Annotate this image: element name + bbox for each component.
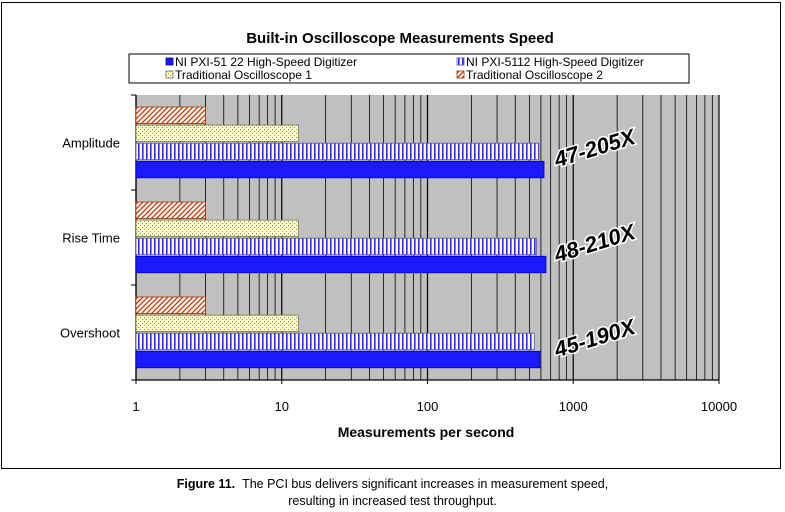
y-tick-label: Overshoot xyxy=(60,326,120,341)
legend-swatch xyxy=(456,70,465,79)
chart-svg: Built-in Oscilloscope Measurements Speed… xyxy=(60,30,737,440)
chart-title: Built-in Oscilloscope Measurements Speed xyxy=(246,30,554,47)
legend-box xyxy=(128,53,690,84)
bar-4-amplitude xyxy=(135,106,206,124)
x-tick-label: 1 xyxy=(132,399,139,414)
bar-1-amplitude xyxy=(135,160,545,179)
bar-2-amplitude xyxy=(135,142,540,161)
legend-label: Traditional Oscilloscope 1 xyxy=(175,68,312,82)
legend: NI PXI-51 22 High-Speed Digitizer NI PXI-… xyxy=(128,53,690,84)
legend-swatch xyxy=(456,57,465,66)
legend-label: NI PXI-5112 High-Speed Digitizer xyxy=(466,55,644,69)
legend-swatch xyxy=(165,57,174,66)
caption-line-1: Figure 11. The PCI bus delivers signific… xyxy=(0,476,785,493)
y-tick-label: Amplitude xyxy=(62,136,120,151)
bar-4-overshoot xyxy=(135,296,206,314)
caption-line-2: resulting in increased test throughput. xyxy=(288,494,497,508)
chart-frame: Built-in Oscilloscope Measurements Speed… xyxy=(1,2,781,469)
bar-2-rise-time xyxy=(135,237,537,256)
figure-caption: Figure 11. The PCI bus delivers signific… xyxy=(0,476,785,510)
bar-2-overshoot xyxy=(135,332,535,351)
x-tick-label: 100 xyxy=(417,399,439,414)
bar-1-overshoot xyxy=(135,350,541,369)
x-tick-label: 1000 xyxy=(559,399,588,414)
bar-4-rise-time xyxy=(135,201,206,219)
legend-label: NI PXI-51 22 High-Speed Digitizer xyxy=(175,55,357,69)
bar-3-amplitude xyxy=(135,124,299,142)
legend-label: Traditional Oscilloscope 2 xyxy=(466,68,603,82)
x-axis-label: Measurements per second xyxy=(338,424,515,440)
figure-label: Figure 11. xyxy=(176,477,236,491)
legend-swatch xyxy=(165,70,174,79)
bar-1-rise-time xyxy=(135,255,547,274)
x-tick-label: 10 xyxy=(275,399,289,414)
x-tick-label: 10000 xyxy=(701,399,737,414)
bar-3-overshoot xyxy=(135,314,299,333)
y-tick-label: Rise Time xyxy=(62,231,120,246)
caption-text-1: The PCI bus delivers significant increas… xyxy=(242,477,609,491)
bar-3-rise-time xyxy=(135,219,299,238)
